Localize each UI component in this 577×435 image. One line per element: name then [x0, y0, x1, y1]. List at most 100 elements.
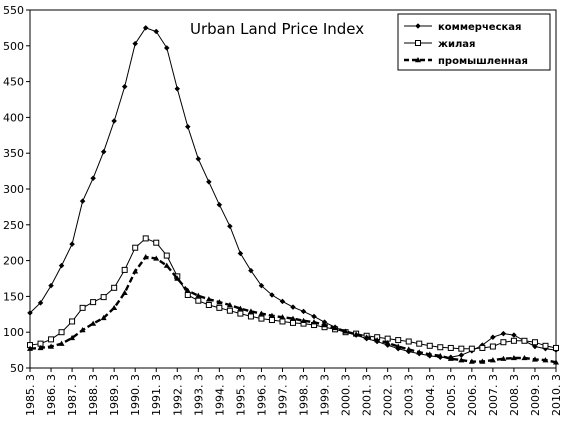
data-point: [490, 344, 495, 349]
x-tick-label: 2007. 3: [487, 374, 500, 416]
data-point: [59, 263, 64, 268]
y-tick-label: 550: [3, 4, 24, 17]
data-point: [406, 339, 411, 344]
data-point: [417, 341, 422, 346]
data-point: [269, 318, 274, 323]
data-point: [511, 333, 516, 338]
data-point: [459, 346, 464, 351]
data-point: [164, 253, 169, 258]
data-point: [459, 353, 464, 358]
series-layer: [27, 25, 559, 364]
data-point: [70, 242, 75, 247]
legend-marker: [416, 41, 421, 46]
x-tick-label: 1998. 3: [298, 374, 311, 416]
data-point: [112, 285, 117, 290]
data-point: [543, 343, 548, 348]
data-point: [501, 340, 506, 345]
data-point: [91, 176, 96, 181]
x-tick-label: 1999. 3: [319, 374, 332, 416]
series-1: [28, 25, 559, 359]
x-tick-label: 1997. 3: [276, 374, 289, 416]
legend-label: коммерческая: [438, 22, 521, 33]
y-tick-label: 100: [3, 326, 24, 339]
data-point: [480, 345, 485, 350]
y-tick-label: 350: [3, 147, 24, 160]
y-tick-label: 300: [3, 183, 24, 196]
data-point: [227, 224, 232, 229]
data-point: [427, 343, 432, 348]
data-point: [185, 124, 190, 129]
legend-label: жилая: [438, 39, 475, 50]
y-tick-label: 250: [3, 219, 24, 232]
data-point: [175, 86, 180, 91]
x-tick-label: 2004. 3: [424, 374, 437, 416]
data-point: [217, 305, 222, 310]
y-tick-label: 50: [10, 362, 24, 375]
data-point: [164, 45, 169, 50]
x-tick-label: 2000. 3: [340, 374, 353, 416]
x-tick-label: 1989. 3: [108, 374, 121, 416]
data-point: [522, 338, 527, 343]
series-line: [30, 238, 556, 348]
data-point: [438, 345, 443, 350]
data-point: [143, 236, 148, 241]
x-tick-label: 1995. 3: [234, 374, 247, 416]
x-tick-label: 2010. 3: [550, 374, 563, 416]
data-point: [291, 305, 296, 310]
legend: коммерческая жилая промышленная: [398, 14, 550, 70]
data-point: [154, 29, 159, 34]
x-tick-label: 1993. 3: [192, 374, 205, 416]
x-tick-label: 1990. 3: [129, 374, 142, 416]
x-tick-label: 1988. 3: [87, 374, 100, 416]
data-point: [501, 331, 506, 336]
data-point: [396, 338, 401, 343]
data-point: [227, 308, 232, 313]
data-point: [133, 245, 138, 250]
x-tick-label: 2002. 3: [382, 374, 395, 416]
data-point: [238, 311, 243, 316]
y-tick-label: 500: [3, 40, 24, 53]
y-tick-label: 150: [3, 290, 24, 303]
x-tick-label: 2005. 3: [445, 374, 458, 416]
y-tick-label: 400: [3, 111, 24, 124]
data-point: [248, 314, 253, 319]
x-tick-label: 2006. 3: [466, 374, 479, 416]
y-axis: 50100150200250300350400450500550: [3, 4, 30, 375]
data-point: [59, 330, 64, 335]
data-point: [511, 338, 516, 343]
data-point: [217, 202, 222, 207]
data-point: [112, 118, 117, 123]
data-point: [122, 267, 127, 272]
data-point: [196, 298, 201, 303]
data-point: [259, 316, 264, 321]
x-tick-label: 2008. 3: [508, 374, 521, 416]
data-point: [469, 346, 474, 351]
data-point: [280, 319, 285, 324]
data-point: [448, 345, 453, 350]
legend-label: промышленная: [438, 56, 528, 67]
data-point: [101, 295, 106, 300]
data-point: [238, 251, 243, 256]
y-tick-label: 450: [3, 76, 24, 89]
x-axis: 1985. 3 1986. 3 1987. 3 1988. 3 1989. 3 1990.…: [24, 368, 563, 416]
data-point: [154, 240, 159, 245]
chart-title: Urban Land Price Index: [190, 20, 364, 38]
x-tick-label: 1985. 3: [24, 374, 37, 416]
data-point: [49, 337, 54, 342]
data-point: [185, 292, 190, 297]
data-point: [101, 149, 106, 154]
data-point: [312, 314, 317, 319]
x-tick-label: 1994. 3: [213, 374, 226, 416]
data-point: [280, 299, 285, 304]
data-point: [122, 84, 127, 89]
data-point: [554, 345, 559, 350]
x-tick-label: 2003. 3: [403, 374, 416, 416]
x-tick-label: 1992. 3: [171, 374, 184, 416]
data-point: [206, 302, 211, 307]
data-point: [49, 283, 54, 288]
data-point: [196, 156, 201, 161]
data-point: [132, 268, 138, 273]
x-tick-label: 1987. 3: [66, 374, 79, 416]
x-tick-label: 1996. 3: [255, 374, 268, 416]
